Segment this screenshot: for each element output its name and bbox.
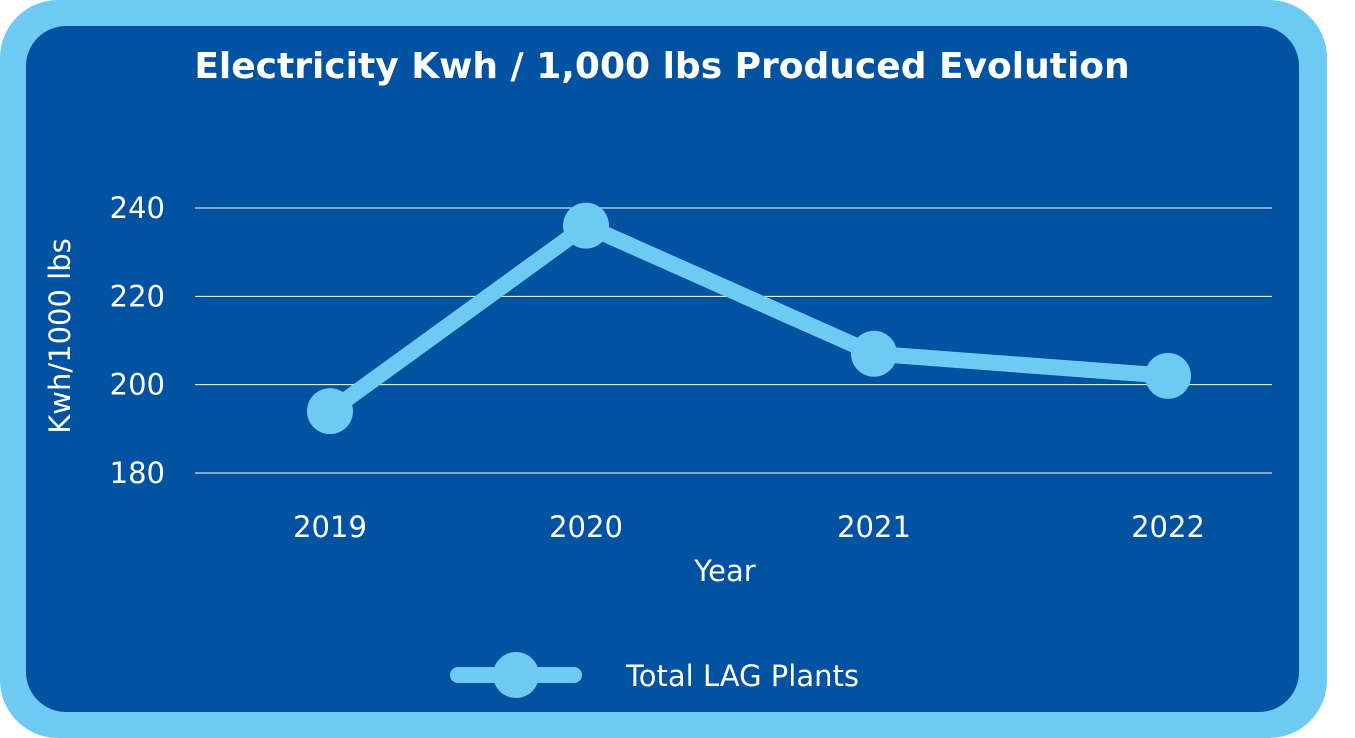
x-axis-label: Year [693, 554, 755, 588]
data-point [307, 388, 353, 435]
y-axis-ticks: 180 200 220 240 [110, 191, 165, 490]
y-axis-label: Kwh/1000 lbs [43, 238, 77, 433]
y-tick-label: 180 [110, 456, 165, 490]
data-point [1145, 352, 1191, 399]
legend-marker [493, 652, 539, 698]
y-tick-label: 200 [110, 368, 165, 402]
series-line [322, 217, 1176, 420]
x-tick-label: 2019 [293, 510, 367, 544]
legend-label: Total LAG Plants [625, 659, 859, 693]
y-tick-label: 240 [110, 191, 165, 225]
data-point [851, 330, 897, 377]
data-point [563, 202, 609, 249]
legend: Total LAG Plants [450, 652, 859, 698]
x-tick-label: 2022 [1131, 510, 1205, 544]
series-layer [307, 202, 1191, 435]
chart-title: Electricity Kwh / 1,000 lbs Produced Evo… [194, 46, 1129, 87]
y-tick-label: 220 [110, 279, 165, 313]
x-axis-ticks: 2019 2020 2021 2022 [293, 510, 1205, 544]
x-tick-label: 2020 [549, 510, 623, 544]
grid-lines [195, 207, 1272, 474]
x-tick-label: 2021 [837, 510, 911, 544]
